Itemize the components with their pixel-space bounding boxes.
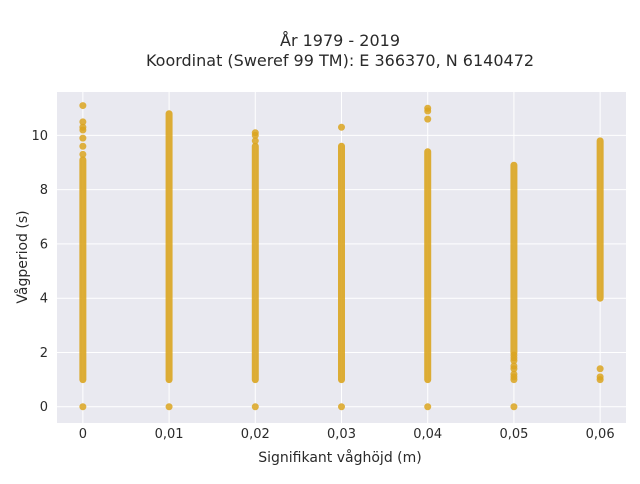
chart-title-line1: År 1979 - 2019 bbox=[280, 31, 400, 50]
point-band bbox=[79, 156, 87, 384]
y-tick-label: 0 bbox=[40, 400, 48, 415]
data-point bbox=[510, 351, 518, 359]
x-tick-label: 0,03 bbox=[327, 427, 356, 442]
point-band bbox=[596, 137, 604, 302]
data-point bbox=[79, 123, 87, 131]
data-point bbox=[424, 104, 432, 112]
y-tick-label: 2 bbox=[40, 346, 48, 361]
x-axis-label: Signifikant våghöjd (m) bbox=[258, 449, 421, 466]
y-tick-label: 10 bbox=[31, 129, 48, 144]
x-tick-label: 0,01 bbox=[155, 427, 184, 442]
x-tick-label: 0,04 bbox=[413, 427, 442, 442]
x-tick-label: 0,05 bbox=[499, 427, 528, 442]
x-tick-label: 0,06 bbox=[586, 427, 615, 442]
data-point bbox=[79, 102, 87, 110]
data-point bbox=[165, 403, 173, 411]
data-point bbox=[510, 362, 518, 370]
data-point bbox=[79, 150, 87, 158]
data-point bbox=[79, 134, 87, 142]
data-point bbox=[338, 403, 345, 411]
data-points bbox=[79, 102, 604, 411]
point-band bbox=[251, 142, 259, 384]
data-point bbox=[596, 373, 604, 381]
x-tick-label: 0 bbox=[79, 427, 87, 442]
point-band bbox=[424, 148, 432, 384]
data-point bbox=[424, 403, 432, 411]
data-point bbox=[79, 403, 87, 411]
y-tick-label: 8 bbox=[40, 183, 48, 198]
data-point bbox=[251, 403, 259, 411]
data-point bbox=[424, 115, 432, 123]
data-point bbox=[338, 123, 345, 131]
chart-title-line2: Koordinat (Sweref 99 TM): E 366370, N 61… bbox=[146, 51, 534, 70]
y-axis-label: Vågperiod (s) bbox=[14, 210, 31, 303]
y-tick-label: 4 bbox=[40, 292, 48, 307]
data-point bbox=[251, 129, 259, 137]
tick-labels: 0 0,01 0,02 0,03 0,04 0,05 0,06 0 2 4 6 8 10 bbox=[31, 129, 614, 442]
data-point bbox=[79, 142, 87, 150]
y-tick-label: 6 bbox=[40, 237, 48, 252]
point-band bbox=[165, 110, 173, 384]
point-band bbox=[338, 142, 345, 384]
x-tick-label: 0,02 bbox=[241, 427, 270, 442]
data-point bbox=[510, 370, 518, 378]
point-band bbox=[510, 161, 518, 356]
data-point bbox=[251, 137, 259, 145]
data-point bbox=[79, 118, 87, 126]
data-point bbox=[510, 403, 518, 411]
data-point bbox=[596, 365, 604, 373]
